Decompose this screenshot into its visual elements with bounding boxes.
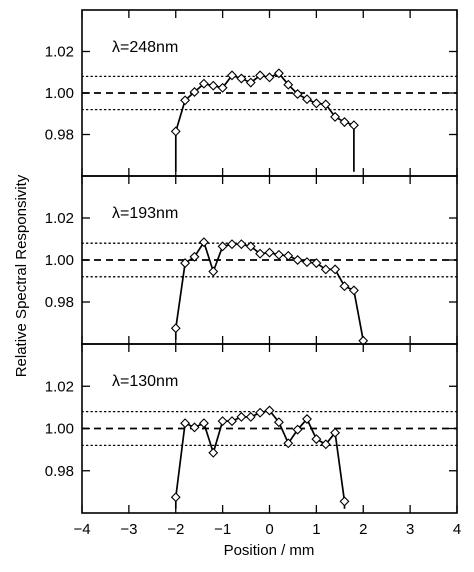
data-point xyxy=(180,258,191,269)
data-point xyxy=(330,111,341,122)
data-point xyxy=(245,411,256,422)
y-tick-label: 0.98 xyxy=(45,127,74,144)
data-point xyxy=(348,120,359,131)
data-point xyxy=(330,427,341,438)
y-tick-label: 0.98 xyxy=(45,463,74,480)
data-point xyxy=(302,257,312,268)
data-point xyxy=(208,447,219,458)
data-point xyxy=(245,241,256,252)
y-tick-label: 1.00 xyxy=(45,252,74,269)
panel-1: 0.98 1.00 1.02 λ=248nm xyxy=(45,9,458,177)
data-point xyxy=(198,418,209,429)
data-point xyxy=(236,411,247,422)
y-tick-label: 1.02 xyxy=(45,210,74,227)
data-point xyxy=(273,249,284,260)
data-point xyxy=(217,241,228,252)
y-tick-label: 1.02 xyxy=(45,378,74,395)
data-point xyxy=(189,422,200,433)
data-point xyxy=(227,416,237,427)
data-point xyxy=(292,255,303,265)
data-point xyxy=(292,89,303,99)
data-point xyxy=(236,239,247,250)
data-point xyxy=(292,424,303,435)
x-tick-label: 0 xyxy=(265,521,273,538)
data-point xyxy=(198,237,209,248)
panel-2: 0.98 1.00 1.02 λ=193nm xyxy=(45,175,458,346)
data-point xyxy=(302,94,312,105)
data-point xyxy=(320,439,331,450)
data-point xyxy=(198,78,209,89)
data-point xyxy=(264,247,275,258)
x-tick-label: 3 xyxy=(406,521,414,538)
y-tick-label: 1.02 xyxy=(45,44,74,61)
data-point xyxy=(245,77,256,88)
x-tick-label: −4 xyxy=(73,521,90,538)
data-point xyxy=(208,80,219,91)
data-point xyxy=(227,70,237,81)
data-point xyxy=(170,323,181,334)
series-line xyxy=(174,72,355,172)
x-tick-label: −3 xyxy=(120,521,137,538)
data-point xyxy=(208,266,219,277)
x-tick-label: 2 xyxy=(359,521,367,538)
data-point xyxy=(320,99,331,110)
panel-3: 0.98 1.00 1.02 λ=130nm xyxy=(45,343,458,514)
data-point xyxy=(311,258,322,269)
data-point xyxy=(170,492,181,503)
data-point xyxy=(339,117,350,128)
x-tick-label: −1 xyxy=(214,521,231,538)
x-tick-label: −2 xyxy=(167,521,184,538)
data-point xyxy=(180,95,191,106)
panel-label: λ=248nm xyxy=(112,39,178,56)
data-point xyxy=(339,496,350,507)
data-point xyxy=(255,248,266,259)
data-point xyxy=(189,87,200,97)
data-point xyxy=(339,281,350,292)
y-axis-title: Relative Spectral Responsivity xyxy=(13,174,30,377)
data-point xyxy=(189,251,200,262)
data-point xyxy=(217,416,228,427)
x-tick-label: 4 xyxy=(453,521,461,538)
data-point xyxy=(273,417,284,428)
y-tick-label: 0.98 xyxy=(45,294,74,311)
data-point xyxy=(283,438,294,449)
data-point xyxy=(236,73,247,84)
data-point xyxy=(264,405,275,416)
panel-label: λ=193nm xyxy=(112,205,178,222)
data-point xyxy=(273,68,284,79)
data-point xyxy=(180,418,191,429)
data-point xyxy=(255,407,266,418)
y-tick-label: 1.00 xyxy=(45,421,74,438)
data-point xyxy=(311,98,322,109)
data-point xyxy=(320,264,331,275)
data-point xyxy=(348,285,359,296)
data-point xyxy=(255,70,266,81)
data-point xyxy=(311,434,322,445)
x-axis-title: Position / mm xyxy=(224,542,315,559)
data-point xyxy=(283,250,294,261)
data-point xyxy=(264,72,275,83)
data-point xyxy=(302,414,312,424)
y-tick-label: 1.00 xyxy=(45,85,74,102)
data-point xyxy=(170,126,181,137)
data-point xyxy=(227,239,237,250)
x-tick-label: 1 xyxy=(312,521,320,538)
panel-label: λ=130nm xyxy=(112,373,178,390)
data-point xyxy=(217,82,228,93)
data-point xyxy=(330,264,341,275)
data-point xyxy=(283,79,294,90)
